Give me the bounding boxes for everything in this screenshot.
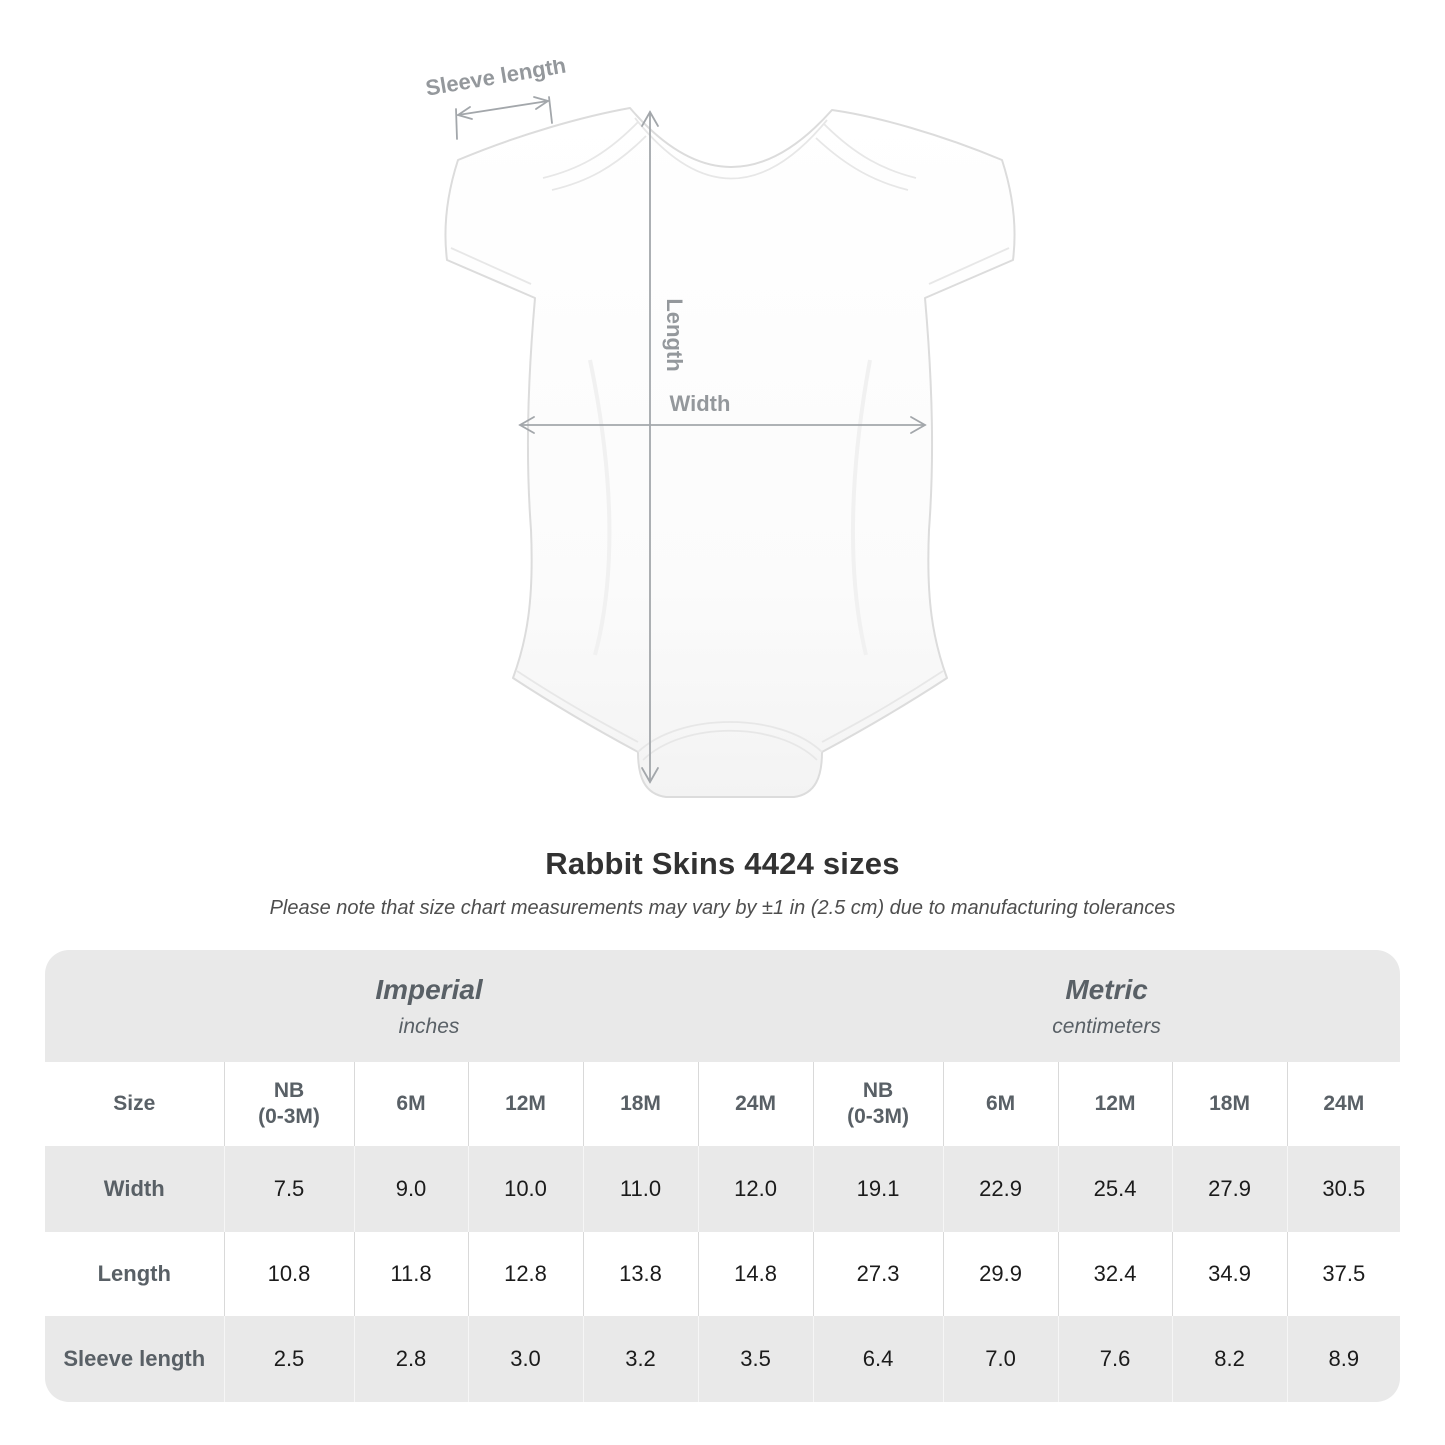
cell-value: 13.8	[582, 1232, 698, 1316]
column-header-nb-imperial: NB (0-3M)	[223, 1062, 354, 1146]
left-lap-shoulder-fold	[551, 135, 647, 191]
page-title: Rabbit Skins 4424 sizes	[545, 846, 900, 881]
length-arrowhead-bottom	[641, 767, 659, 784]
cell-value: 19.1	[812, 1146, 944, 1232]
row-label-sleeve-length: Sleeve length	[63, 1346, 206, 1371]
cell-value: 27.3	[812, 1232, 944, 1316]
cell-value: 3.0	[467, 1316, 583, 1402]
left-leg-binding	[516, 670, 639, 743]
imperial-label: Imperial	[375, 973, 483, 1005]
right-lap-shoulder-seam	[823, 123, 917, 179]
cell-value: 7.6	[1057, 1316, 1173, 1402]
column-header-6m-imperial: 6M	[353, 1062, 468, 1146]
column-header-6m-metric: 6M	[942, 1062, 1059, 1146]
cell-value: 30.5	[1286, 1146, 1400, 1232]
cell-value: 3.2	[582, 1316, 698, 1402]
cell-value: 7.5	[223, 1146, 354, 1232]
table-row-length: Length 10.8 11.8 12.8 13.8 14.8 27.3 29.…	[45, 1232, 1400, 1316]
unit-band-row: Imperial inches Metric centimeters	[45, 950, 1400, 1062]
cell-value: 3.5	[697, 1316, 814, 1402]
column-header-18m-imperial: 18M	[582, 1062, 698, 1146]
column-header-12m-metric: 12M	[1057, 1062, 1173, 1146]
bodysuit-illustration: Sleeve length Length Width	[424, 53, 1016, 798]
table-row-width: Width 7.5 9.0 10.0 11.0 12.0 19.1 22.9 2…	[45, 1146, 1400, 1232]
cell-value: 12.0	[697, 1146, 814, 1232]
width-label: Width	[670, 391, 731, 416]
right-leg-binding	[821, 670, 944, 743]
snap-flap-binding	[642, 729, 818, 761]
cell-value: 2.8	[353, 1316, 468, 1402]
cell-value: 25.4	[1057, 1146, 1173, 1232]
sleeve-length-dimension-line	[455, 96, 553, 140]
row-label-length: Length	[97, 1261, 171, 1286]
cell-value: 29.9	[942, 1232, 1059, 1316]
imperial-section-header: Imperial inches	[45, 950, 814, 1062]
column-header-12m-imperial: 12M	[467, 1062, 583, 1146]
sleeve-extension-tick-right	[548, 96, 553, 124]
left-lap-shoulder-seam	[542, 121, 639, 179]
width-arrowhead-right	[910, 416, 927, 434]
cell-value: 7.0	[942, 1316, 1059, 1402]
left-fold	[588, 359, 612, 656]
cell-value: 10.0	[467, 1146, 583, 1232]
column-header-nb-metric: NB (0-3M)	[812, 1062, 944, 1146]
fabric-folds	[588, 359, 872, 656]
cell-value: 12.8	[467, 1232, 583, 1316]
bodysuit-shape	[444, 107, 1016, 798]
right-fold	[851, 359, 872, 656]
sleeve-arrowhead-right	[533, 96, 551, 110]
metric-section-header: Metric centimeters	[813, 950, 1400, 1062]
row-label-width: Width	[103, 1176, 165, 1201]
cell-value: 37.5	[1286, 1232, 1400, 1316]
bodysuit-seams	[450, 117, 1010, 761]
cell-value: 9.0	[353, 1146, 468, 1232]
length-label: Length	[662, 298, 687, 371]
cell-value: 2.5	[223, 1316, 354, 1402]
cell-value: 27.9	[1171, 1146, 1288, 1232]
snap-flap-edge	[637, 721, 823, 753]
left-sleeve-hem	[450, 247, 532, 285]
dimension-lines	[455, 96, 927, 784]
width-dimension-line	[518, 416, 927, 434]
cell-value: 6.4	[812, 1316, 944, 1402]
sleeve-arrowhead-left	[455, 106, 473, 120]
imperial-unit: inches	[398, 1014, 460, 1038]
right-lap-shoulder-fold	[815, 137, 909, 191]
sleeve-line	[457, 100, 549, 116]
table-row-sleeve-length: Sleeve length 2.5 2.8 3.0 3.2 3.5 6.4 7.…	[45, 1316, 1400, 1402]
length-arrowhead-top	[641, 110, 659, 127]
cell-value: 11.8	[353, 1232, 468, 1316]
column-header-24m-metric: 24M	[1286, 1062, 1400, 1146]
column-header-size: Size	[45, 1062, 224, 1146]
cell-value: 8.2	[1171, 1316, 1288, 1402]
bodysuit-outline	[444, 107, 1016, 798]
tolerance-note: Please note that size chart measurements…	[269, 897, 1176, 919]
cell-value: 14.8	[697, 1232, 814, 1316]
metric-unit: centimeters	[1052, 1014, 1161, 1038]
sleeve-length-label: Sleeve length	[424, 60, 568, 101]
cell-value: 11.0	[582, 1146, 698, 1232]
metric-label: Metric	[1065, 973, 1148, 1005]
collar-binding	[634, 117, 828, 180]
cell-value: 32.4	[1057, 1232, 1173, 1316]
right-sleeve-hem	[928, 247, 1010, 285]
cell-value: 34.9	[1171, 1232, 1288, 1316]
size-header-row: Size NB (0-3M) 6M 12M 18M 24M NB (0-3M) …	[45, 1062, 1400, 1146]
width-arrowhead-left	[518, 416, 535, 434]
size-table: Imperial inches Metric centimeters Size …	[45, 950, 1400, 1402]
column-header-18m-metric: 18M	[1171, 1062, 1288, 1146]
bodysuit-diagram: Sleeve length Length Width	[380, 53, 1080, 820]
cell-value: 8.9	[1286, 1316, 1400, 1402]
cell-value: 10.8	[223, 1232, 354, 1316]
size-table-container: Imperial inches Metric centimeters Size …	[45, 950, 1400, 1402]
length-dimension-line	[641, 110, 659, 784]
cell-value: 22.9	[942, 1146, 1059, 1232]
column-header-24m-imperial: 24M	[697, 1062, 814, 1146]
sleeve-extension-tick-left	[455, 108, 458, 140]
